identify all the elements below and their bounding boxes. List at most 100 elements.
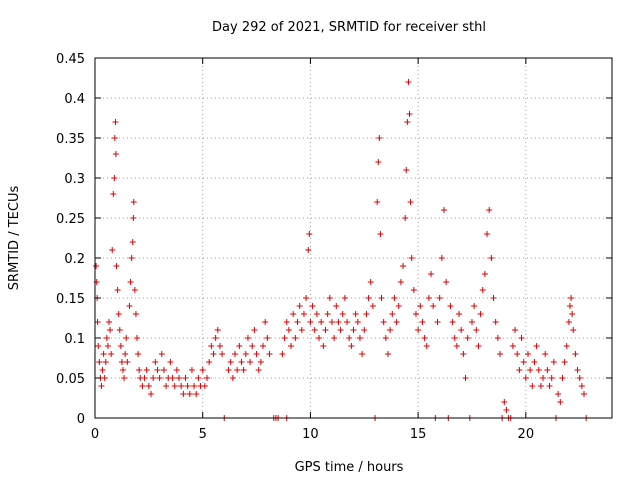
data-point xyxy=(377,231,384,237)
data-point xyxy=(130,215,137,221)
data-point xyxy=(375,159,382,165)
y-tick-label: 0.3 xyxy=(64,172,85,187)
data-point xyxy=(425,295,432,301)
data-point xyxy=(518,335,525,341)
data-point xyxy=(260,343,267,349)
data-point xyxy=(331,335,338,341)
data-point xyxy=(531,359,538,365)
data-point xyxy=(128,255,135,261)
data-point xyxy=(548,375,555,381)
data-point xyxy=(378,295,385,301)
data-point xyxy=(311,327,318,333)
data-point xyxy=(389,311,396,317)
data-point xyxy=(242,351,249,357)
data-point xyxy=(458,327,465,333)
y-tick-label: 0.45 xyxy=(56,52,85,67)
data-point xyxy=(195,375,202,381)
data-point xyxy=(188,367,195,373)
data-point xyxy=(473,327,480,333)
data-point xyxy=(540,375,547,381)
data-point xyxy=(134,335,141,341)
data-point xyxy=(578,383,585,389)
data-point xyxy=(139,383,146,389)
data-point xyxy=(229,375,236,381)
grid xyxy=(95,58,612,418)
data-point xyxy=(210,351,217,357)
data-point xyxy=(300,311,307,317)
data-point xyxy=(123,335,130,341)
data-point xyxy=(318,319,325,325)
data-point xyxy=(127,279,134,285)
data-point xyxy=(201,383,208,389)
data-point xyxy=(337,327,344,333)
data-point xyxy=(535,367,542,373)
data-point xyxy=(352,311,359,317)
data-point xyxy=(479,287,486,293)
data-point xyxy=(335,319,342,325)
data-point xyxy=(316,335,323,341)
data-point xyxy=(108,351,115,357)
data-point xyxy=(171,383,178,389)
data-point xyxy=(141,375,148,381)
data-point xyxy=(524,351,531,357)
data-point xyxy=(143,367,150,373)
data-point xyxy=(565,319,572,325)
data-point xyxy=(494,335,501,341)
data-point xyxy=(555,391,562,397)
data-point xyxy=(322,327,329,333)
data-point xyxy=(110,191,117,197)
data-point xyxy=(114,287,121,293)
data-point xyxy=(180,391,187,397)
chart-title: Day 292 of 2021, SRMTID for receiver sth… xyxy=(212,20,486,35)
data-point xyxy=(363,311,370,317)
data-point xyxy=(199,367,206,373)
data-point xyxy=(132,311,139,317)
data-point xyxy=(421,335,428,341)
data-point xyxy=(206,359,213,365)
data-point xyxy=(359,351,366,357)
data-point xyxy=(262,319,269,325)
data-point xyxy=(387,327,394,333)
data-point xyxy=(136,367,143,373)
data-point xyxy=(118,359,125,365)
y-tick-label: 0.1 xyxy=(64,332,85,347)
data-point xyxy=(406,111,413,117)
data-point xyxy=(403,167,410,173)
data-point xyxy=(232,351,239,357)
data-point xyxy=(570,327,577,333)
data-point xyxy=(150,375,157,381)
data-point xyxy=(296,303,303,309)
data-point xyxy=(131,287,138,293)
y-tick-label: 0.15 xyxy=(56,292,85,307)
data-point xyxy=(464,335,471,341)
data-point xyxy=(412,311,419,317)
data-point xyxy=(568,295,575,301)
data-point xyxy=(380,319,387,325)
data-point xyxy=(240,367,247,373)
data-point xyxy=(94,319,101,325)
y-tick-label: 0 xyxy=(77,412,85,427)
data-point xyxy=(158,351,165,357)
data-point xyxy=(522,375,529,381)
data-point xyxy=(186,391,193,397)
data-point xyxy=(481,271,488,277)
data-point xyxy=(400,263,407,269)
data-point xyxy=(365,295,372,301)
data-point xyxy=(253,351,260,357)
data-point xyxy=(130,199,137,205)
data-point xyxy=(294,319,301,325)
x-tick-label: 0 xyxy=(91,427,99,442)
data-point xyxy=(305,247,312,253)
data-point xyxy=(369,303,376,309)
plot-frame xyxy=(94,57,613,419)
data-point xyxy=(103,335,110,341)
data-point xyxy=(440,207,447,213)
data-point xyxy=(563,343,570,349)
y-tick-label: 0.25 xyxy=(56,212,85,227)
data-point xyxy=(436,295,443,301)
data-point xyxy=(135,351,142,357)
data-point xyxy=(163,383,170,389)
data-point xyxy=(266,351,273,357)
data-point xyxy=(559,375,566,381)
data-point xyxy=(156,375,163,381)
